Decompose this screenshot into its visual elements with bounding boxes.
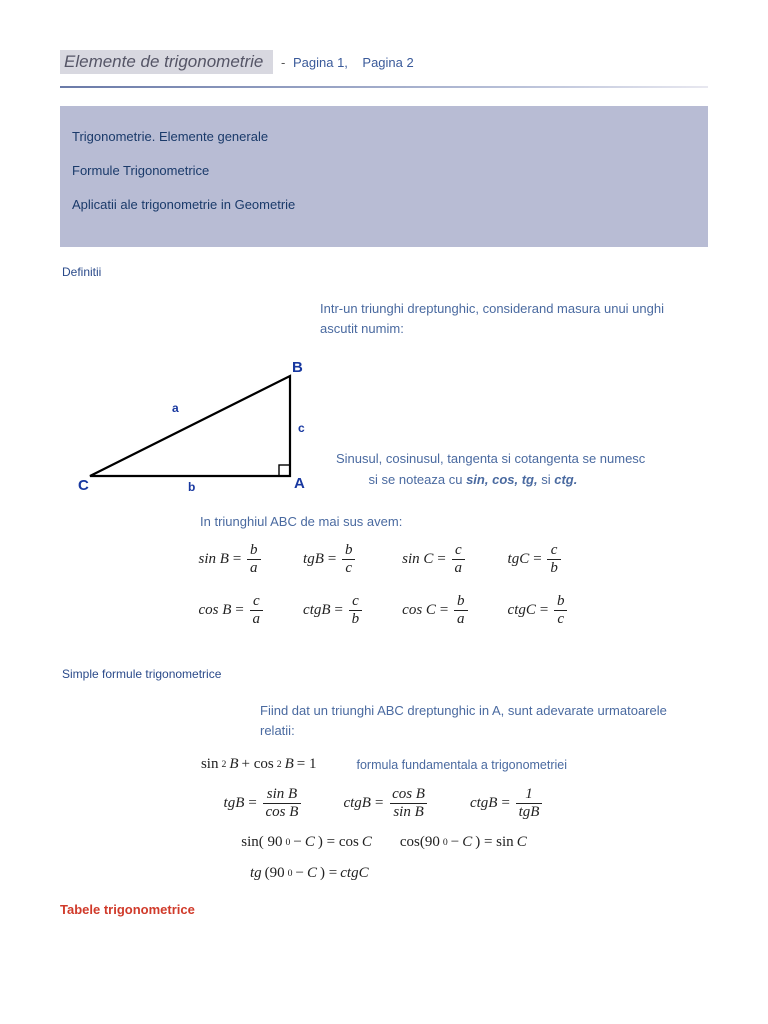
formula-row-2: tgB = sin Bcos B ctgB = cos Bsin B ctgB … — [60, 787, 708, 820]
section-tabele: Tabele trigonometrice — [60, 902, 708, 917]
simple-intro: Fiind dat un triunghi ABC dreptunghic in… — [260, 701, 700, 740]
vertex-A: A — [294, 475, 305, 492]
triangle-note: Sinusul, cosinusul, tangenta si cotangen… — [336, 449, 645, 497]
tri-note-line1: Sinusul, cosinusul, tangenta si cotangen… — [336, 451, 645, 466]
formula-cell: cos B = ca — [198, 594, 265, 627]
section-definitii: Definitii — [62, 265, 708, 279]
panel-link-aplicatii[interactable]: Aplicatii ale trigonometrie in Geometrie — [72, 188, 696, 222]
side-c: c — [298, 421, 305, 435]
panel-link-general[interactable]: Trigonometrie. Elemente generale — [72, 120, 696, 154]
page-current: Pagina 1, — [293, 55, 348, 70]
formula-row-4: tg(900 − C) = ctgC — [250, 865, 708, 882]
triangle-diagram: B A C a c b — [60, 346, 320, 496]
page-title: Elemente de trigonometrie — [60, 50, 273, 74]
vertex-C: C — [78, 477, 89, 494]
panel-link-formule[interactable]: Formule Trigonometrice — [72, 154, 696, 188]
vertex-B: B — [292, 359, 303, 376]
formula-row-3: sin( 900 − C) = cos C cos(900 − C) = sin… — [60, 834, 708, 851]
section-simple: Simple formule trigonometrice — [62, 667, 708, 681]
page-link-2[interactable]: Pagina 2 — [362, 55, 413, 70]
triangle-block: B A C a c b Sinusul, cosinusul, tangenta… — [60, 346, 708, 496]
formula-cell: sin B = ba — [198, 543, 265, 576]
formula-cell: ctgB = cb — [303, 594, 364, 627]
tri-note-fns: sin, cos, tg, — [466, 472, 538, 487]
nav-panel: Trigonometrie. Elemente generale Formule… — [60, 106, 708, 247]
formula-cell: sin C = ca — [402, 543, 469, 576]
formula-cell: cos C = ba — [402, 594, 469, 627]
formula-cell: tgC = cb — [508, 543, 570, 576]
tri-note-2c: si — [541, 472, 554, 487]
formula-cell: tgB = bc — [303, 543, 364, 576]
tri-note-ctg: ctg. — [554, 472, 577, 487]
fundamental-note: formula fundamentala a trigonometriei — [357, 758, 568, 772]
formula-row-1: sin2 B + cos2 B = 1 formula fundamentala… — [60, 756, 708, 773]
title-separator: - — [281, 55, 285, 70]
below-triangle-text: In triunghiul ABC de mai sus avem: — [200, 514, 708, 529]
intro-text: Intr-un triunghi dreptunghic, consideran… — [320, 299, 700, 338]
side-a: a — [172, 401, 179, 415]
formula-grid: sin B = ba tgB = bc sin C = ca tgC = cb … — [60, 543, 708, 627]
formula-cell: ctgC = bc — [508, 594, 570, 627]
side-b: b — [188, 480, 195, 494]
header-row: Elemente de trigonometrie - Pagina 1, Pa… — [60, 50, 708, 74]
tri-note-2a: si se noteaza cu — [369, 472, 467, 487]
header-rule — [60, 86, 708, 88]
